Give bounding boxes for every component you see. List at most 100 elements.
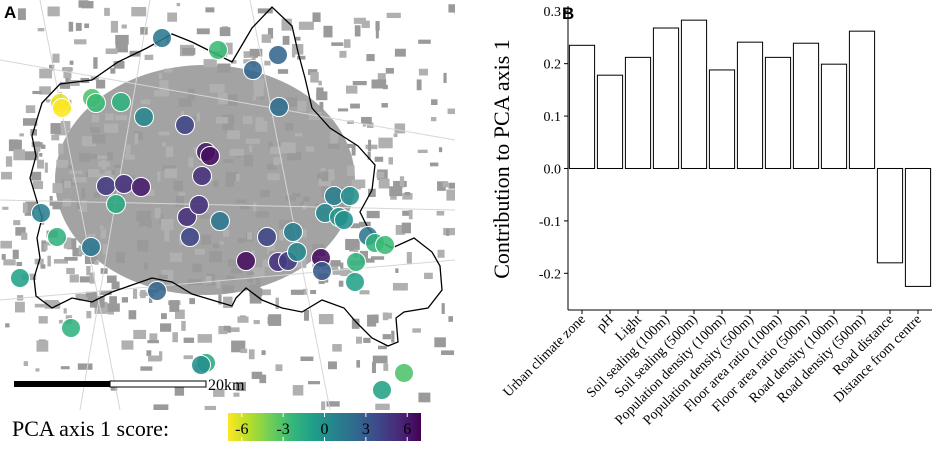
urban-block [359,250,368,260]
urban-block [367,314,377,327]
urban-block [387,312,392,319]
urban-block [105,303,120,312]
urban-block [442,181,449,188]
urban-block [96,173,111,178]
urban-block [386,12,401,18]
urban-block [197,334,213,343]
urban-block [159,80,169,92]
urban-block [376,79,387,85]
sample-point [394,363,414,383]
urban-block [326,175,335,181]
urban-block [441,350,455,356]
urban-block [59,82,71,89]
urban-block [395,225,406,235]
sample-point [175,115,195,135]
urban-block [331,42,344,46]
urban-block [67,165,73,169]
urban-block [261,34,272,43]
urban-block [417,149,428,154]
urban-block [13,139,22,150]
urban-block [351,179,366,188]
urban-block [205,7,215,13]
urban-block [424,272,433,280]
urban-block [132,288,138,299]
urban-block [286,151,302,161]
city-boundary [29,6,443,347]
scale-bar: 20km [14,377,245,394]
urban-block [321,171,329,182]
urban-block [431,99,438,105]
urban-block [44,299,59,309]
urban-block [92,134,106,144]
urban-block [178,192,186,196]
urban-block [404,192,411,196]
sample-point [47,227,67,247]
urban-block [361,116,372,124]
road-line [0,259,455,301]
urban-block [310,289,317,295]
urban-block [367,151,371,160]
urban-block [69,60,74,65]
urban-block [35,368,40,372]
urban-block [388,157,394,165]
urban-block [162,165,176,171]
urban-block [315,203,321,208]
urban-block [446,228,450,236]
urban-block [247,277,254,283]
urban-block [75,293,88,301]
urban-block [67,75,71,83]
urban-block [164,168,178,179]
urban-block [94,301,108,314]
urban-block [401,222,411,234]
sample-point [269,97,289,117]
urban-block [349,223,360,229]
urban-block [112,186,125,199]
urban-block [267,316,278,324]
urban-block [66,238,77,250]
urban-block [49,64,55,71]
map-points [10,28,414,400]
urban-block [354,25,361,37]
urban-block [85,291,98,298]
urban-block [337,108,349,112]
sample-point [346,252,366,272]
urban-block [257,8,273,14]
urban-block [307,69,318,75]
urban-block [242,116,253,125]
urban-block [332,269,343,275]
sample-point [177,207,197,227]
urban-block [305,146,315,152]
urban-block [188,157,194,168]
urban-block [60,366,70,370]
urban-block [301,204,307,210]
urban-block [169,252,182,262]
urban-block [140,27,148,35]
urban-block [205,275,212,284]
urban-block [160,323,172,332]
urban-block [12,249,19,259]
sample-point [236,251,256,271]
urban-block [93,57,98,69]
urban-block [182,47,196,55]
road-line [0,59,455,141]
urban-block [102,243,108,255]
urban-block [136,210,151,220]
urban-block [5,323,10,328]
urban-block [429,162,439,167]
urban-block [252,94,256,101]
urban-block [111,169,116,176]
urban-block [375,21,380,31]
urban-block [115,115,128,121]
sample-point [180,227,200,247]
urban-block [93,192,100,198]
sample-point [268,45,288,65]
urban-block [339,199,344,210]
urban-block [418,68,429,76]
urban-block [347,165,355,177]
urban-block [294,133,303,137]
urban-block [371,256,385,260]
urban-block [235,199,247,204]
sample-point [210,211,230,231]
urban-block [366,210,380,219]
urban-block [78,0,89,8]
